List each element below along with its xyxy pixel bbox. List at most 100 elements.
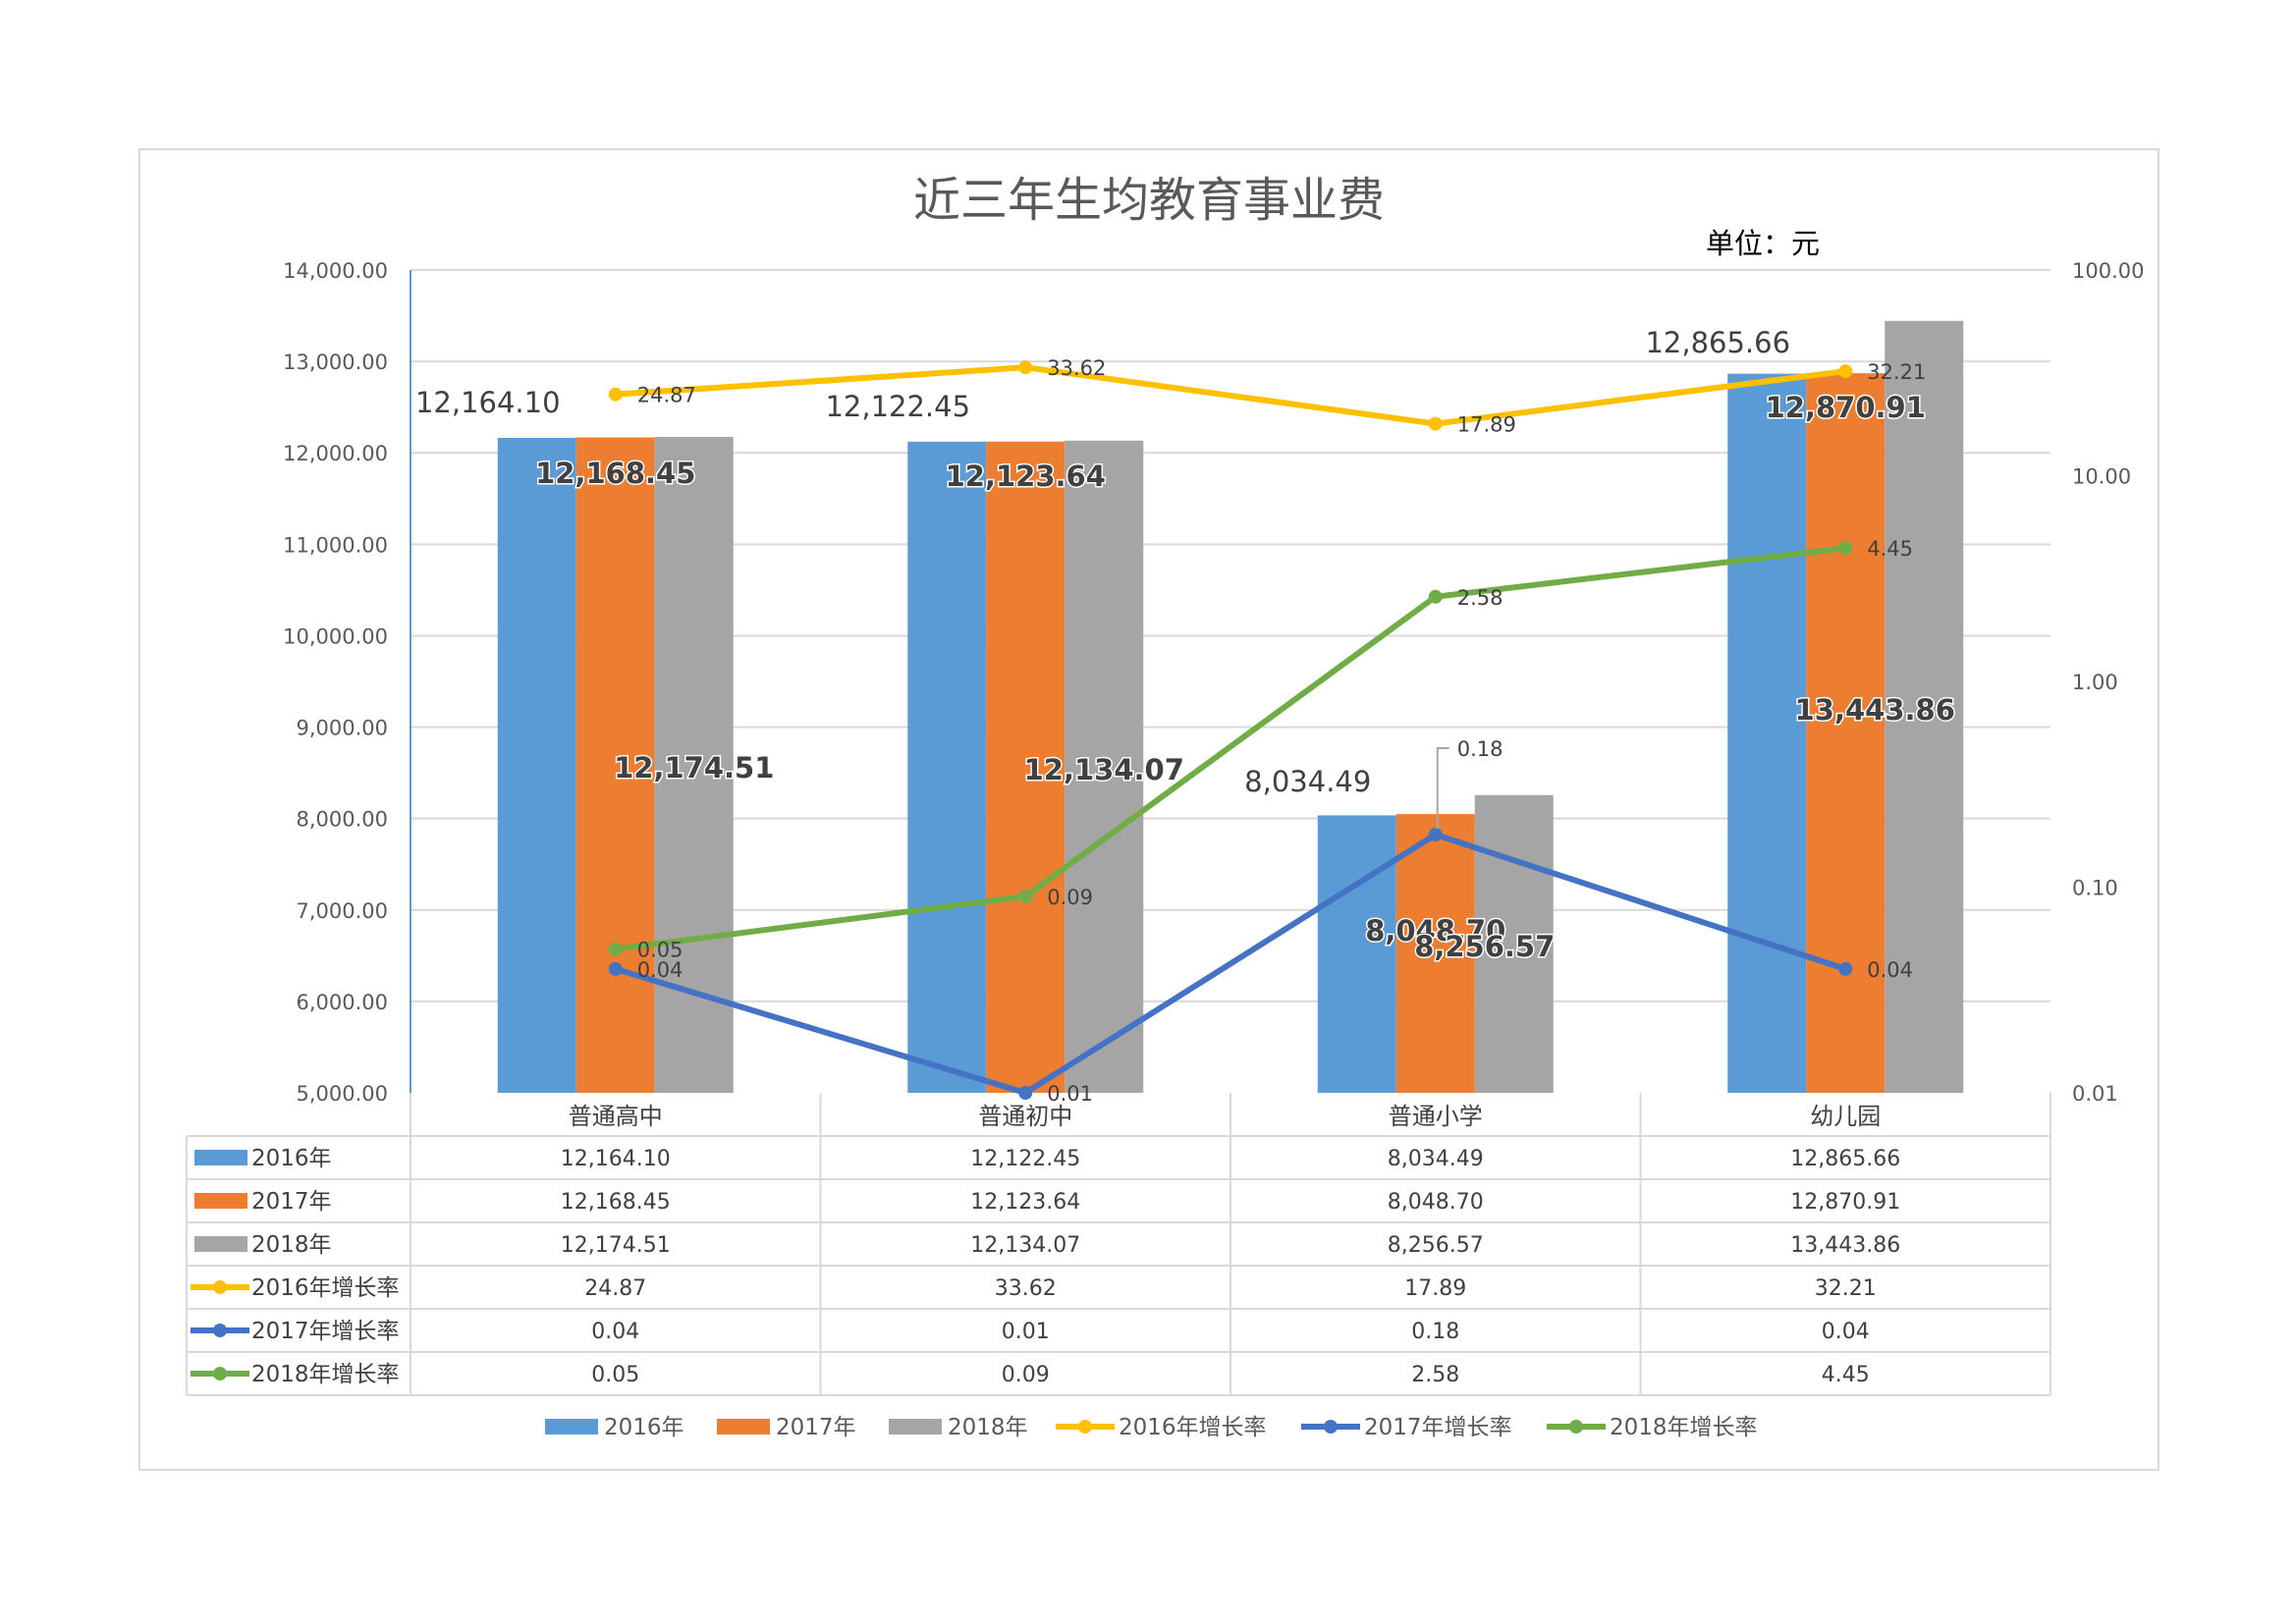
legend-label: 2016年增长率 bbox=[1119, 1415, 1267, 1440]
bar-data-label: 12,123.64 bbox=[946, 460, 1106, 493]
table-cell: 4.45 bbox=[1822, 1363, 1870, 1387]
line-data-label: 0.18 bbox=[1457, 737, 1503, 761]
legend-label: 2016年 bbox=[604, 1415, 684, 1440]
y-right-tick-label: 1.00 bbox=[2072, 671, 2118, 694]
chart-title: 近三年生均教育事业费 bbox=[913, 173, 1385, 228]
table-row-header: 2016年 bbox=[251, 1146, 332, 1171]
table-cell: 17.89 bbox=[1404, 1276, 1466, 1301]
bar-data-label: 12,164.10 bbox=[415, 386, 561, 419]
legend-key-marker bbox=[1569, 1420, 1583, 1434]
y-left-tick-label: 12,000.00 bbox=[283, 442, 388, 465]
bar-2018年-普通初中 bbox=[1065, 440, 1144, 1093]
bar-2016年-普通高中 bbox=[497, 437, 576, 1093]
line-2016年增长率 bbox=[615, 364, 1846, 427]
line-data-label: 0.05 bbox=[637, 939, 683, 962]
point-2017年增长率 bbox=[608, 961, 623, 976]
table-legend-key-marker bbox=[213, 1280, 227, 1294]
y-left-tick-label: 8,000.00 bbox=[296, 808, 388, 832]
table-cell: 12,134.07 bbox=[970, 1233, 1080, 1258]
table-cell: 8,034.49 bbox=[1388, 1147, 1484, 1171]
y-left-tick-label: 9,000.00 bbox=[296, 717, 388, 740]
table-legend-key bbox=[194, 1150, 247, 1165]
table-cell: 0.18 bbox=[1411, 1320, 1459, 1344]
point-2018年增长率 bbox=[1428, 589, 1443, 604]
leader-line bbox=[1436, 747, 1449, 830]
y-right-tick-label: 10.00 bbox=[2072, 465, 2131, 489]
line-data-label: 0.04 bbox=[1867, 958, 1913, 982]
legend-key-marker bbox=[1324, 1420, 1338, 1434]
table-row-header: 2017年 bbox=[251, 1189, 332, 1215]
point-2016年增长率 bbox=[1018, 360, 1033, 375]
y-left-tick-label: 11,000.00 bbox=[283, 533, 388, 557]
line-data-label: 0.01 bbox=[1047, 1082, 1093, 1106]
point-2016年增长率 bbox=[1428, 416, 1443, 431]
line-data-label: 0.04 bbox=[637, 958, 683, 982]
bar-2017年-普通小学 bbox=[1395, 814, 1475, 1093]
bar-data-label: 12,174.51 bbox=[614, 751, 774, 785]
legend-label: 2018年增长率 bbox=[1610, 1415, 1758, 1440]
y-left-tick-label: 7,000.00 bbox=[296, 899, 388, 923]
table-cell: 8,048.70 bbox=[1388, 1190, 1484, 1215]
y-left-tick-label: 5,000.00 bbox=[296, 1082, 388, 1106]
table-legend-key-marker bbox=[213, 1324, 227, 1337]
table-cell: 12,122.45 bbox=[970, 1147, 1080, 1171]
bar-2017年-幼儿园 bbox=[1806, 373, 1886, 1093]
table-cell: 12,870.91 bbox=[1790, 1190, 1900, 1215]
bar-data-label: 8,034.49 bbox=[1244, 765, 1371, 798]
table-cell: 0.04 bbox=[1822, 1320, 1870, 1344]
table-cell: 12,123.64 bbox=[970, 1190, 1080, 1215]
legend-key bbox=[717, 1419, 770, 1435]
table-row-header: 2016年增长率 bbox=[251, 1275, 400, 1301]
point-2016年增长率 bbox=[1838, 364, 1853, 379]
bar-2017年-普通初中 bbox=[986, 441, 1066, 1093]
bar-data-label: 12,168.45 bbox=[535, 457, 695, 490]
table-cell: 2.58 bbox=[1411, 1363, 1459, 1387]
legend-key-marker bbox=[1078, 1420, 1092, 1434]
bar-data-label: 12,122.45 bbox=[825, 390, 970, 423]
table-cell: 12,174.51 bbox=[561, 1233, 671, 1258]
table-row-header: 2017年增长率 bbox=[251, 1319, 400, 1344]
point-2018年增长率 bbox=[1838, 541, 1853, 556]
table-cell: 13,443.86 bbox=[1790, 1233, 1900, 1258]
table-row-header: 2018年 bbox=[251, 1232, 332, 1258]
bar-2018年-幼儿园 bbox=[1885, 320, 1964, 1093]
bar-data-label: 12,865.66 bbox=[1645, 326, 1790, 359]
line-data-label: 24.87 bbox=[637, 384, 696, 407]
table-row-header: 2018年增长率 bbox=[251, 1362, 400, 1387]
y-left-tick-label: 13,000.00 bbox=[283, 351, 388, 374]
bar-2016年-普通小学 bbox=[1317, 815, 1396, 1093]
y-left-tick-label: 6,000.00 bbox=[296, 991, 388, 1014]
table-cell: 24.87 bbox=[584, 1276, 646, 1301]
line-2017年增长率 bbox=[614, 832, 1847, 1096]
table-cell: 0.04 bbox=[591, 1320, 639, 1344]
legend-key bbox=[889, 1419, 942, 1435]
y-right-tick-label: 0.10 bbox=[2072, 877, 2118, 900]
line-data-label: 32.21 bbox=[1867, 360, 1926, 384]
bar-2018年-普通小学 bbox=[1474, 794, 1554, 1093]
point-2017年增长率 bbox=[1838, 961, 1853, 976]
y-left-tick-label: 14,000.00 bbox=[283, 259, 388, 283]
bar-2017年-普通高中 bbox=[575, 437, 655, 1093]
table-cell: 12,865.66 bbox=[1790, 1147, 1900, 1171]
line-data-label: 2.58 bbox=[1457, 586, 1503, 610]
bar-data-label: 12,870.91 bbox=[1766, 391, 1926, 424]
legend-label: 2017年 bbox=[776, 1415, 856, 1440]
point-2018年增长率 bbox=[1018, 890, 1033, 904]
bar-data-label: 8,256.57 bbox=[1414, 930, 1555, 963]
bar-data-label: 12,134.07 bbox=[1024, 753, 1184, 786]
bar-2016年-幼儿园 bbox=[1727, 373, 1807, 1094]
table-cell: 12,164.10 bbox=[561, 1147, 671, 1171]
line-data-label: 4.45 bbox=[1867, 537, 1913, 561]
table-legend-key bbox=[194, 1236, 247, 1252]
bar-data-label: 8,048.70 bbox=[1365, 914, 1505, 947]
table-legend-key bbox=[194, 1193, 247, 1209]
table-cell: 32.21 bbox=[1815, 1276, 1877, 1301]
point-2016年增长率 bbox=[608, 387, 623, 402]
x-category-label: 普通高中 bbox=[569, 1103, 663, 1130]
bar-data-label: 13,443.86 bbox=[1795, 693, 1955, 727]
x-category-label: 幼儿园 bbox=[1810, 1103, 1881, 1130]
bar-2016年-普通初中 bbox=[907, 441, 987, 1093]
y-left-tick-label: 10,000.00 bbox=[283, 624, 388, 648]
point-2018年增长率 bbox=[608, 942, 623, 956]
